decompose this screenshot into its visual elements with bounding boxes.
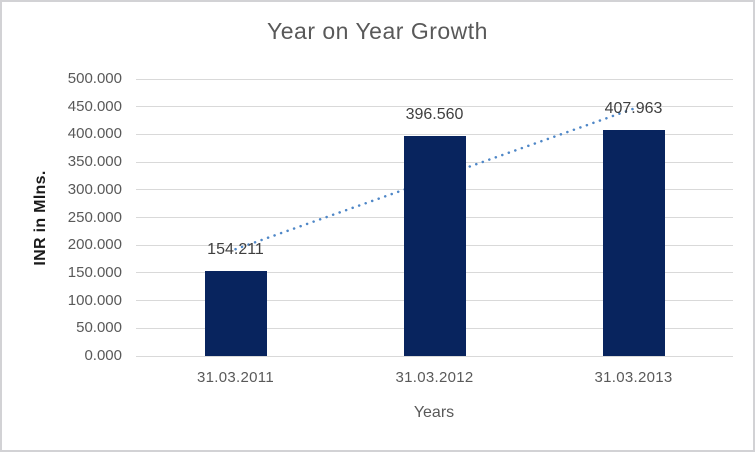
bar <box>602 129 665 356</box>
y-tick-label: 50.000 <box>76 319 122 337</box>
y-tick-label: 200.000 <box>67 236 122 254</box>
y-tick-label: 350.000 <box>67 153 122 171</box>
gridline <box>136 106 733 108</box>
bar <box>204 270 267 356</box>
bar-data-label: 396.560 <box>405 106 464 124</box>
gridline <box>136 78 733 80</box>
y-tick-label: 100.000 <box>67 291 122 309</box>
y-tick-label: 500.000 <box>67 70 122 87</box>
x-axis-title: Years <box>413 404 455 421</box>
x-tick-label: 31.03.2013 <box>594 369 673 386</box>
y-tick-label: 300.000 <box>67 180 122 198</box>
gridline <box>136 355 733 357</box>
x-tick-label: 31.03.2011 <box>197 369 274 386</box>
bar-data-label: 154.211 <box>207 240 264 258</box>
y-tick-label: 150.000 <box>67 263 122 281</box>
trendline-dotted <box>234 107 635 251</box>
y-tick-label: 250.000 <box>67 208 122 226</box>
gridline <box>136 133 733 135</box>
x-tick-label: 31.03.2012 <box>395 369 474 386</box>
y-tick-label: 400.000 <box>67 125 122 143</box>
y-tick-label: 0.000 <box>84 347 122 364</box>
chart-title: Year on Year Growth <box>267 18 488 44</box>
bar-data-label: 407.963 <box>604 99 663 117</box>
bar <box>403 136 466 356</box>
y-tick-label: 450.000 <box>67 97 122 115</box>
